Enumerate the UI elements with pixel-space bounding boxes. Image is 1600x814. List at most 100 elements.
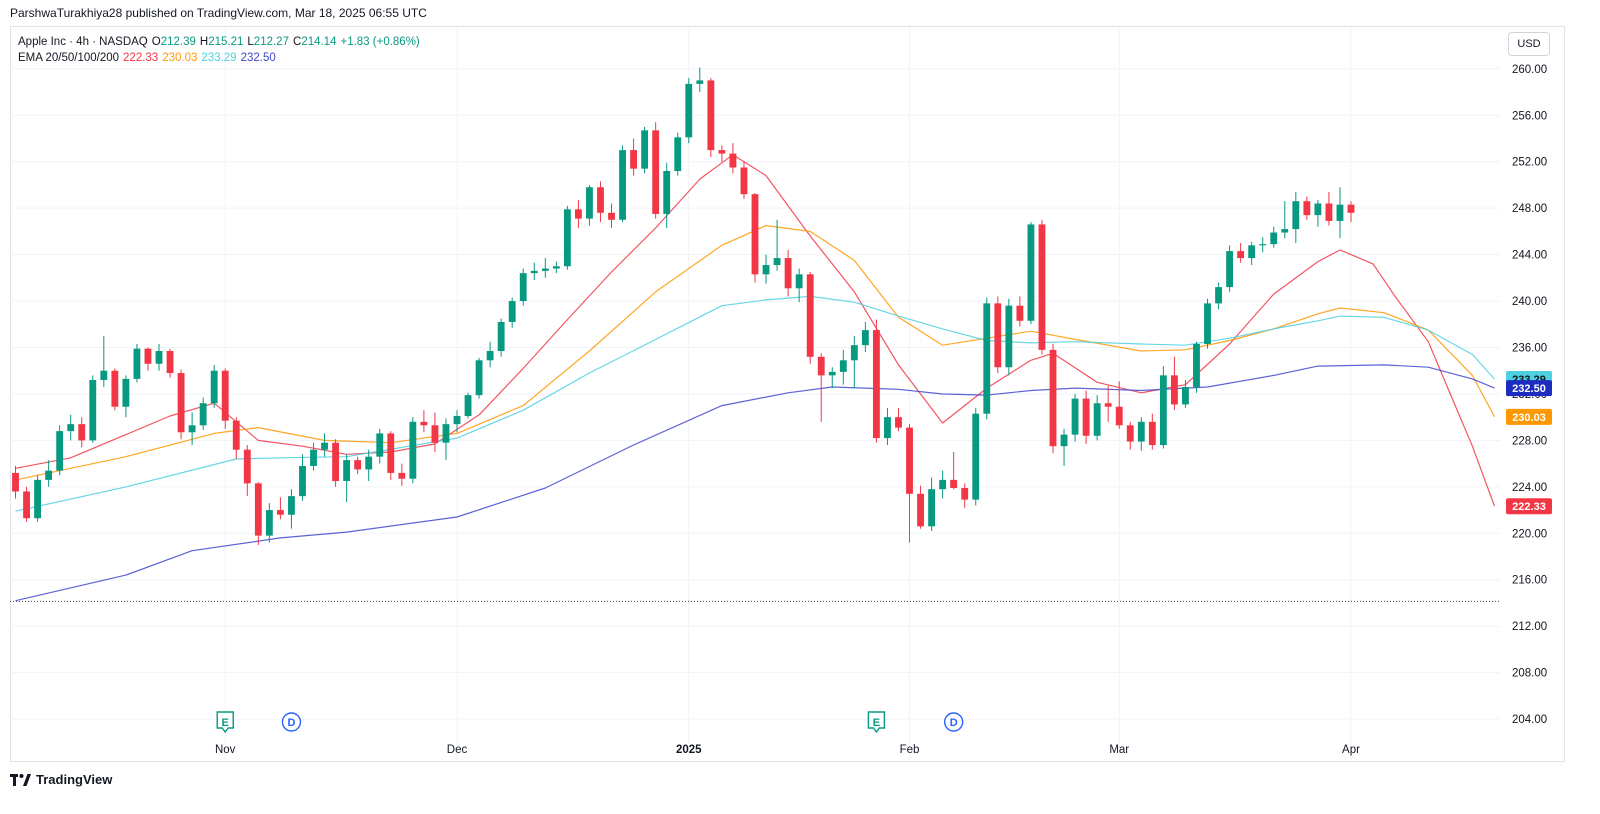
candle-body (1237, 251, 1245, 259)
candle-body (563, 209, 571, 267)
ema-line-ema20 (15, 154, 1496, 507)
candle-body (475, 360, 483, 396)
price-tick-label: 228.00 (1512, 435, 1547, 447)
candle-body (972, 413, 980, 500)
candle-body (685, 83, 693, 138)
footer-brand-label: TradingView (36, 772, 113, 787)
price-tick-label: 208.00 (1512, 668, 1547, 680)
candle-body (332, 442, 340, 482)
candle-body (464, 395, 472, 417)
ema-line-ema50 (15, 225, 1496, 481)
price-tick-label: 216.00 (1512, 575, 1547, 587)
candle-body (850, 345, 858, 361)
candle-body (1115, 406, 1123, 426)
footer-brand[interactable]: TradingView (10, 772, 112, 787)
candle-body (608, 212, 615, 220)
candle-body (221, 370, 229, 421)
candle-body (199, 403, 207, 426)
candle-body (696, 80, 704, 84)
candle-body (707, 80, 715, 151)
candle-body (652, 130, 660, 214)
earnings-marker-icon[interactable] (867, 711, 886, 734)
price-tag-label: 232.50 (1512, 383, 1546, 395)
ema-label[interactable]: EMA 20/50/100/200 (18, 52, 120, 64)
candle-body (751, 194, 759, 275)
candle-body (122, 378, 130, 407)
candle-body (34, 479, 42, 519)
candle-body (111, 370, 119, 407)
ema20-value: 222.33 (123, 52, 159, 64)
currency-button[interactable]: USD (1508, 32, 1550, 56)
candle-body (1016, 305, 1024, 321)
legend: Apple Inc · 4h · NASDAQ O212.39 H215.21 … (18, 34, 420, 66)
candle-body (1204, 303, 1211, 345)
candle-body (950, 479, 958, 489)
candle-body (1259, 244, 1267, 246)
close-label: C (292, 36, 302, 48)
candle-body (265, 510, 273, 536)
candle-body (442, 424, 450, 443)
candle-body (1104, 403, 1112, 407)
candle-body (597, 187, 604, 213)
candle-body (133, 348, 141, 379)
close-value: 214.14 (301, 36, 337, 48)
low-label: L (247, 36, 254, 48)
candle-body (67, 424, 75, 432)
candle-body (210, 370, 218, 404)
candle-body (530, 270, 538, 274)
publisher-note: ParshwaTurakhiya28 published on TradingV… (10, 6, 427, 20)
candle-body (884, 417, 891, 439)
candle-body (674, 137, 682, 171)
candle-body (1314, 203, 1322, 216)
price-tick-label: 252.00 (1512, 157, 1547, 169)
candle-body (574, 209, 582, 219)
candle-body (299, 465, 306, 497)
candle-body (1126, 425, 1134, 442)
candle-body (1292, 201, 1300, 230)
time-tick-label: Feb (900, 744, 920, 756)
candle-body (663, 170, 671, 214)
grid (10, 27, 1500, 760)
price-tick-label: 248.00 (1512, 203, 1547, 215)
ema-line-ema100 (15, 295, 1495, 512)
dividend-marker-icon[interactable] (943, 712, 964, 732)
earnings-marker-label: E (873, 717, 880, 729)
candle-body (586, 187, 593, 219)
candle-body (795, 274, 803, 289)
price-tag-bg (1506, 408, 1552, 425)
candles (12, 67, 1355, 545)
candle-body (1159, 375, 1167, 446)
candle-body (1182, 386, 1189, 405)
price-tick-label: 240.00 (1512, 296, 1547, 308)
candle-body (188, 425, 196, 433)
price-tick-label: 236.00 (1512, 343, 1547, 355)
candle-body (619, 150, 626, 220)
price-tick-label: 220.00 (1512, 528, 1547, 540)
price-tick-label: 260.00 (1512, 64, 1547, 76)
open-label: O (151, 36, 161, 48)
candle-body (420, 421, 428, 426)
dividend-marker-icon[interactable] (281, 712, 302, 732)
candle-body (828, 371, 836, 376)
candle-body (784, 258, 792, 289)
candle-body (961, 488, 969, 500)
symbol-label[interactable]: Apple Inc · 4h · NASDAQ (18, 36, 148, 48)
ema200-value: 232.50 (240, 52, 276, 64)
earnings-marker-label: E (222, 717, 229, 729)
ema-row: EMA 20/50/100/200 222.33 230.03 233.29 2… (18, 50, 420, 66)
price-tick-label: 256.00 (1512, 110, 1547, 122)
candle-body (641, 130, 649, 169)
time-tick-label: 2025 (676, 744, 702, 756)
candle-body (1060, 434, 1068, 447)
candle-body (486, 350, 494, 361)
candle-body (288, 496, 295, 515)
candle-body (630, 150, 638, 169)
price-tick-label: 244.00 (1512, 250, 1547, 262)
time-tick-label: Nov (215, 744, 236, 756)
candle-body (552, 266, 560, 269)
earnings-marker-icon[interactable] (216, 711, 234, 734)
candle-body (895, 417, 902, 428)
candle-body (431, 425, 439, 443)
